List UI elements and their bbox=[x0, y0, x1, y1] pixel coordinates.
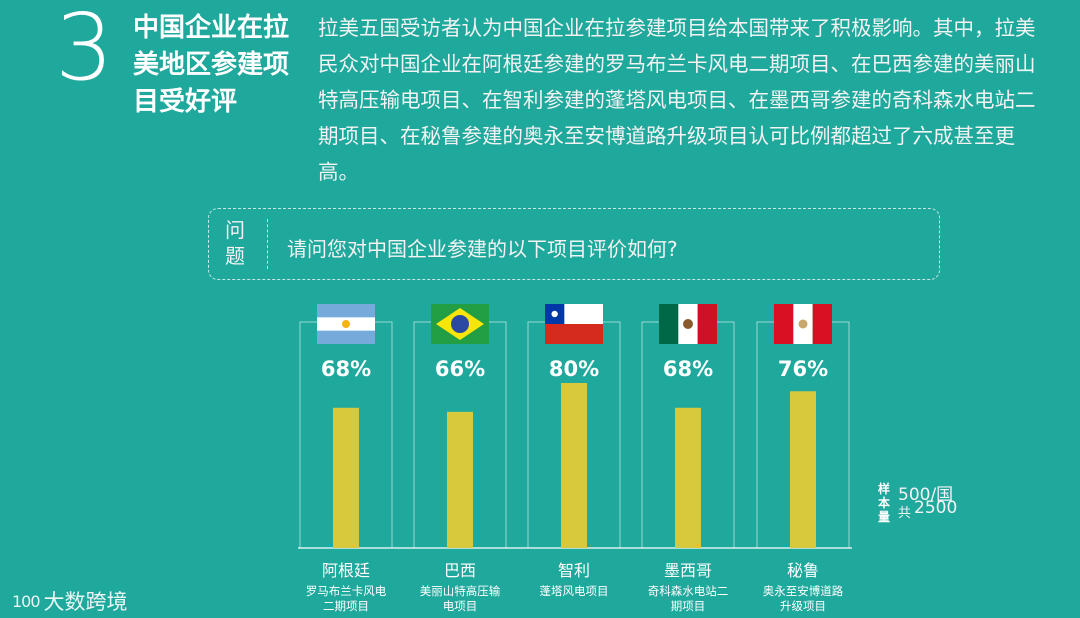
project-label: 美丽山特高压输 bbox=[420, 584, 501, 598]
brazil-flag bbox=[431, 304, 489, 344]
sample-total-prefix: 共 bbox=[898, 506, 912, 521]
section-title: 中国企业在拉美地区参建项目受好评 bbox=[133, 13, 290, 117]
bar bbox=[561, 383, 587, 548]
project-label: 奥永至安博道路 bbox=[763, 584, 844, 598]
sample-size-label: 样本量 bbox=[878, 482, 891, 524]
chile-flag bbox=[545, 304, 603, 344]
question-text: 请问您对中国企业参建的以下项目评价如何? bbox=[287, 237, 678, 261]
category-label: 秘鲁 bbox=[787, 561, 819, 580]
project-label: 期项目 bbox=[671, 599, 706, 613]
watermark-text: 大数跨境 bbox=[43, 590, 128, 614]
section-number: 3 bbox=[55, 0, 114, 101]
bar-value-label: 76% bbox=[778, 357, 828, 381]
category-label: 巴西 bbox=[444, 561, 476, 580]
bar bbox=[790, 391, 816, 548]
bar-value-label: 80% bbox=[549, 357, 599, 381]
category-label: 智利 bbox=[558, 561, 590, 580]
question-box: 问题 请问您对中国企业参建的以下项目评价如何? bbox=[208, 208, 940, 280]
project-label: 二期项目 bbox=[323, 599, 369, 613]
argentina-flag bbox=[317, 304, 375, 344]
peru-flag bbox=[774, 304, 832, 344]
sample-size: 样本量 500/国 共 2500 bbox=[878, 480, 970, 540]
bar bbox=[675, 407, 701, 548]
project-label: 升级项目 bbox=[780, 599, 826, 613]
mexico-flag bbox=[659, 304, 717, 344]
project-label: 罗马布兰卡风电 bbox=[306, 584, 387, 598]
bar-value-label: 68% bbox=[321, 357, 371, 381]
question-divider bbox=[267, 219, 268, 269]
project-label: 蓬塔风电项目 bbox=[540, 584, 609, 598]
sample-per-country: 500/国 bbox=[898, 485, 954, 505]
project-label: 电项目 bbox=[443, 599, 478, 613]
intro-paragraph: 拉美五国受访者认为中国企业在拉参建项目给本国带来了积极影响。其中，拉美民众对中国… bbox=[318, 16, 1036, 184]
watermark-logo: 100 bbox=[12, 591, 41, 611]
category-label: 墨西哥 bbox=[664, 561, 712, 580]
bar bbox=[333, 407, 359, 548]
bar-value-label: 66% bbox=[435, 357, 485, 381]
category-label: 阿根廷 bbox=[322, 561, 370, 580]
bar-value-label: 68% bbox=[663, 357, 713, 381]
sample-total: 2500 bbox=[914, 498, 958, 518]
watermark: 100 大数跨境 bbox=[12, 586, 128, 616]
bar bbox=[447, 411, 473, 548]
project-label: 奇科森水电站二 bbox=[648, 584, 729, 598]
question-tag: 问题 bbox=[225, 218, 245, 268]
